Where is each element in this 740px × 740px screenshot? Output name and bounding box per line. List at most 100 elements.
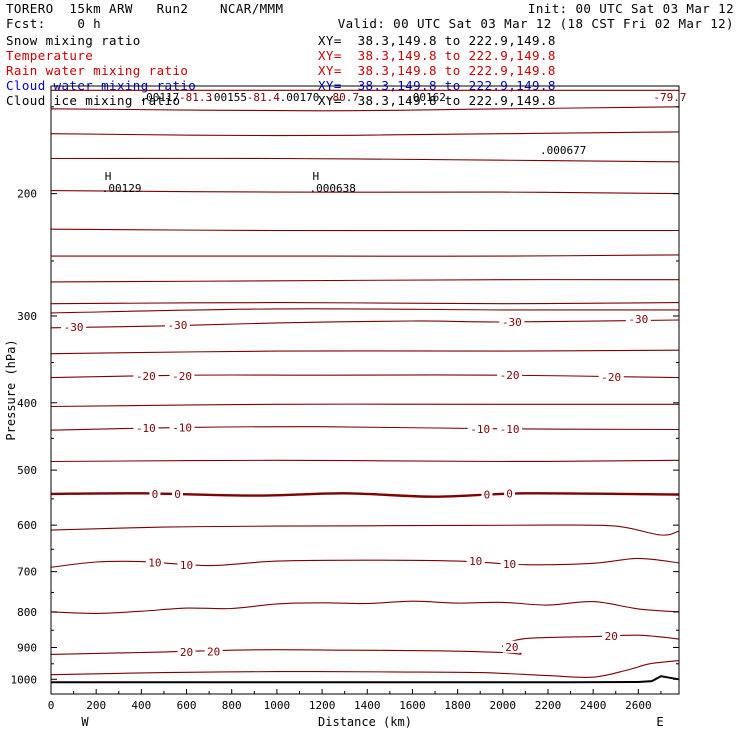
contour-label: -10 [136,422,156,435]
isotherm-line-minus50 [51,254,680,257]
isotherm-line-minus15 [50,403,679,408]
x-tick-label: 400 [131,699,151,712]
contour-label-bg [177,645,196,658]
top-value-label: -80.7 [326,91,359,104]
marker-value: .000677 [540,144,586,157]
marker-value: .00129 [102,182,142,195]
marker-symbol: H [313,170,320,183]
contour-label-bg [499,315,525,328]
contour-label: 20 [505,641,518,654]
x-tick-label: 1400 [354,699,381,712]
isotherm-line-minus5 [50,459,680,463]
y-tick-label: 200 [17,188,37,201]
top-value-label: .00170 [280,91,320,104]
field-rain-xy: XY= 38.3,149.8 to 222.9,149.8 [318,63,556,78]
isotherm-line-minus70 [50,131,680,137]
isotherm-line-minus45 [50,279,680,283]
contour-label: 10 [469,555,482,568]
header-fcst: Fcst: 0 h [6,16,102,31]
contour-labels: -30 -30 -30 -30 -20 -20 -20 -20 -10 -10 -10 -10 0 0 0 0… [61,312,651,659]
contour-label-bg [500,558,519,571]
field-snow-name: Snow mixing ratio [6,33,141,48]
contour-label: -30 [502,316,522,329]
contour-label: 0 [506,487,513,500]
contour-label-bg [466,555,485,568]
isotherm-line-minus55 [50,228,679,232]
isotherm-line-minus40 [50,302,680,305]
header-init: Init: 00 UTC Sat 03 Mar 12 [527,1,734,16]
contour-label-bg [497,369,523,382]
contour-label: -20 [601,371,621,384]
contour-label: 20 [207,645,220,658]
isotherm-line-20 [50,634,680,655]
isotherm-line-15 [50,600,680,614]
x-tick-label: 1200 [309,699,336,712]
y-tick-label: 900 [17,641,37,654]
field-snow-xy: XY= 38.3,149.8 to 222.9,149.8 [318,33,556,48]
contour-label-bg [165,318,191,331]
x-axis-title: Distance (km) [318,715,412,729]
y-tick-label: 700 [17,566,37,579]
contour-label: 10 [503,558,516,571]
contour-label-bg [169,369,195,382]
contour-label-bg [502,640,521,653]
isotherm-line-10 [50,557,680,568]
surface-line [51,675,680,684]
header-model: TORERO 15km ARW Run2 NCAR/MMM [6,1,284,16]
contour-label: -10 [470,423,490,436]
contour-label-bg [602,630,621,643]
x-tick-label: 2200 [535,699,562,712]
x-tick-label: 1800 [444,699,471,712]
isotherm-line-minus35 [50,308,680,314]
top-value-label: .00155 [207,91,247,104]
isotherm-line-minus60 [50,190,680,195]
x-axis-right-end-label: E [656,715,663,729]
contour-label-bg [133,422,159,435]
plot-frame [50,85,680,695]
marker-symbol: H [105,170,112,183]
isotherm-line-minus25 [50,349,680,355]
contour-label: 0 [484,488,491,501]
isotherm-line-minus30 [50,319,680,329]
x-tick-label: 800 [222,699,242,712]
isotherm-line-5 [50,524,680,536]
contour-label: 20 [605,630,618,643]
isotherm-line-minus65 [50,157,680,163]
y-tick-label: 1000 [11,673,38,686]
top-value-label: .00162 [406,91,446,104]
isotherm-line-minus75 [50,106,680,112]
top-value-label: -79.7 [653,91,686,104]
y-tick-label: 800 [17,606,37,619]
contour-label-bg [625,312,651,325]
contour-label: 0 [174,488,181,501]
top-value-label: -81.4 [247,91,280,104]
contour-label: -30 [628,313,648,326]
axes: 0 200 400 600 800 1000 1200 1400 1600 1800 2000 220… [11,106,679,712]
field-temperature-xy: XY= 38.3,149.8 to 222.9,149.8 [318,48,556,63]
x-tick-label: 600 [177,699,197,712]
contour-label-bg [497,422,523,435]
contour-label-bg [169,421,195,434]
contour-label-bg [149,487,161,500]
y-tick-label: 400 [17,397,37,410]
contour-label: -10 [500,423,520,436]
contour-label-bg [504,487,516,500]
contour-label: -20 [172,370,192,383]
isotherm-line-0 [50,492,680,498]
y-tick-label: 600 [17,519,37,532]
isotherm-contours [50,89,680,678]
contour-label: 10 [180,559,193,572]
contour-label-bg [61,320,87,333]
contour-label-bg [204,645,223,658]
terrain-surface [51,675,680,684]
y-axis-title: Pressure (hPa) [4,339,18,440]
x-tick-label: 200 [86,699,106,712]
contour-label: 0 [152,488,159,501]
contour-label: 10 [148,556,161,569]
contour-label-bg [145,556,164,569]
contour-label: -30 [168,319,188,332]
contour-label: -20 [136,370,156,383]
field-cloudice-xy: XY= 38.3,149.8 to 222.9,149.8 [318,93,556,108]
isotherm-line-25 [50,660,680,678]
